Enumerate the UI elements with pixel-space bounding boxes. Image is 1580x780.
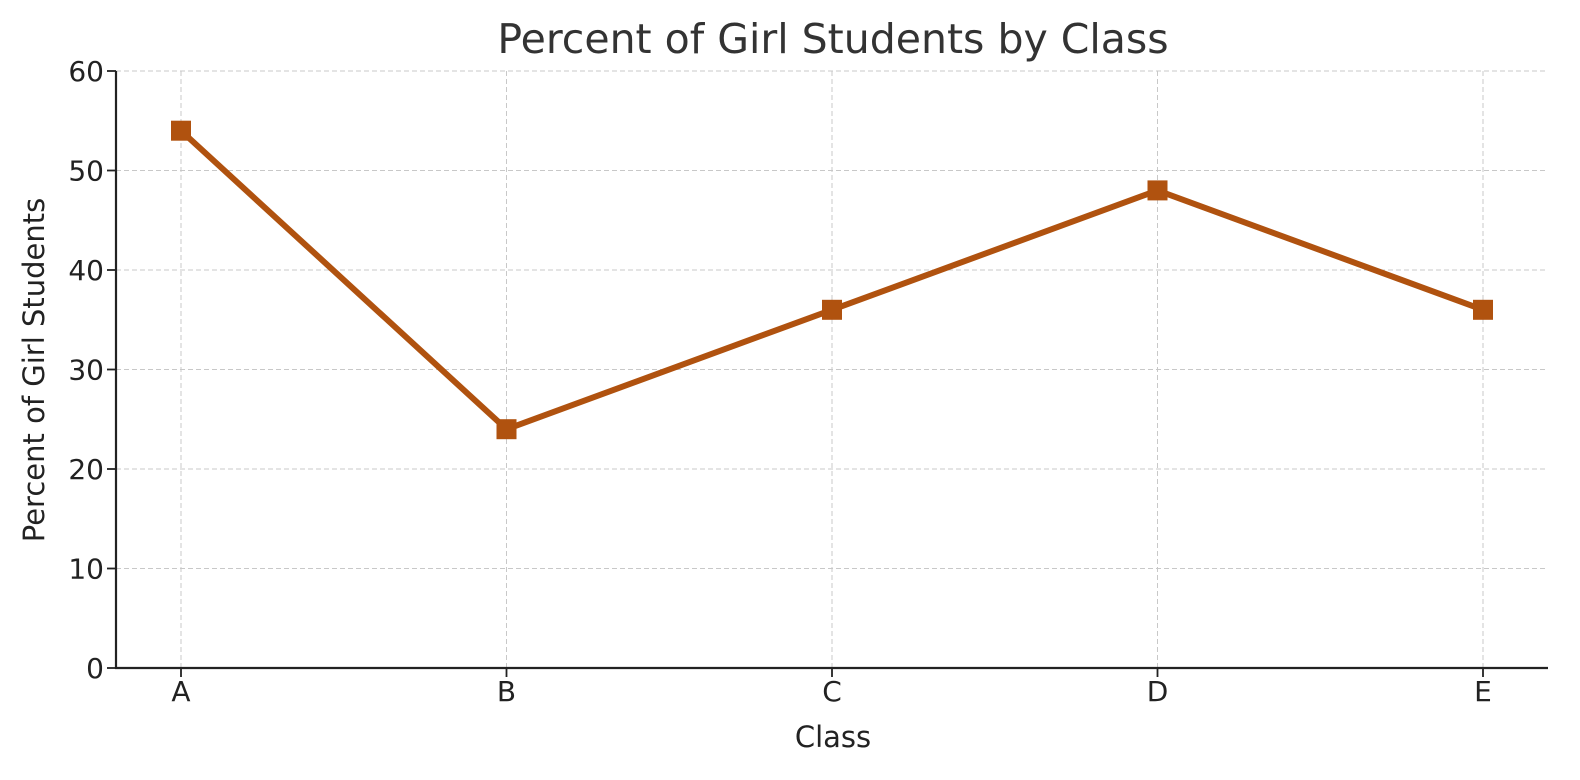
- data-point-marker: [171, 120, 191, 141]
- plot-area: [171, 120, 1493, 440]
- y-tick-label: 50: [68, 155, 104, 188]
- y-tick-label: 10: [68, 553, 104, 586]
- x-tick-label: B: [497, 675, 516, 708]
- y-axis-label: Percent of Girl Students: [17, 198, 51, 543]
- y-tick-label: 30: [68, 354, 104, 387]
- grid-lines: [116, 70, 1548, 668]
- x-axis-ticks: A B C D E: [171, 668, 1492, 708]
- data-point-marker: [1473, 299, 1493, 320]
- data-point-marker: [1147, 180, 1168, 201]
- y-tick-label: 40: [68, 254, 104, 287]
- y-axis-ticks: 0 10 20 30 40 50 60: [68, 55, 116, 685]
- y-tick-label: 60: [68, 55, 104, 88]
- y-tick-label: 20: [68, 453, 104, 486]
- chart-title: Percent of Girl Students by Class: [497, 15, 1168, 63]
- x-tick-label: E: [1474, 675, 1492, 708]
- x-tick-label: C: [822, 675, 842, 708]
- data-point-marker: [496, 419, 517, 440]
- x-axis-label: Class: [795, 720, 871, 754]
- y-tick-label: 0: [86, 652, 104, 685]
- data-point-marker: [822, 299, 842, 320]
- x-tick-label: A: [171, 675, 190, 708]
- x-tick-label: D: [1147, 675, 1169, 708]
